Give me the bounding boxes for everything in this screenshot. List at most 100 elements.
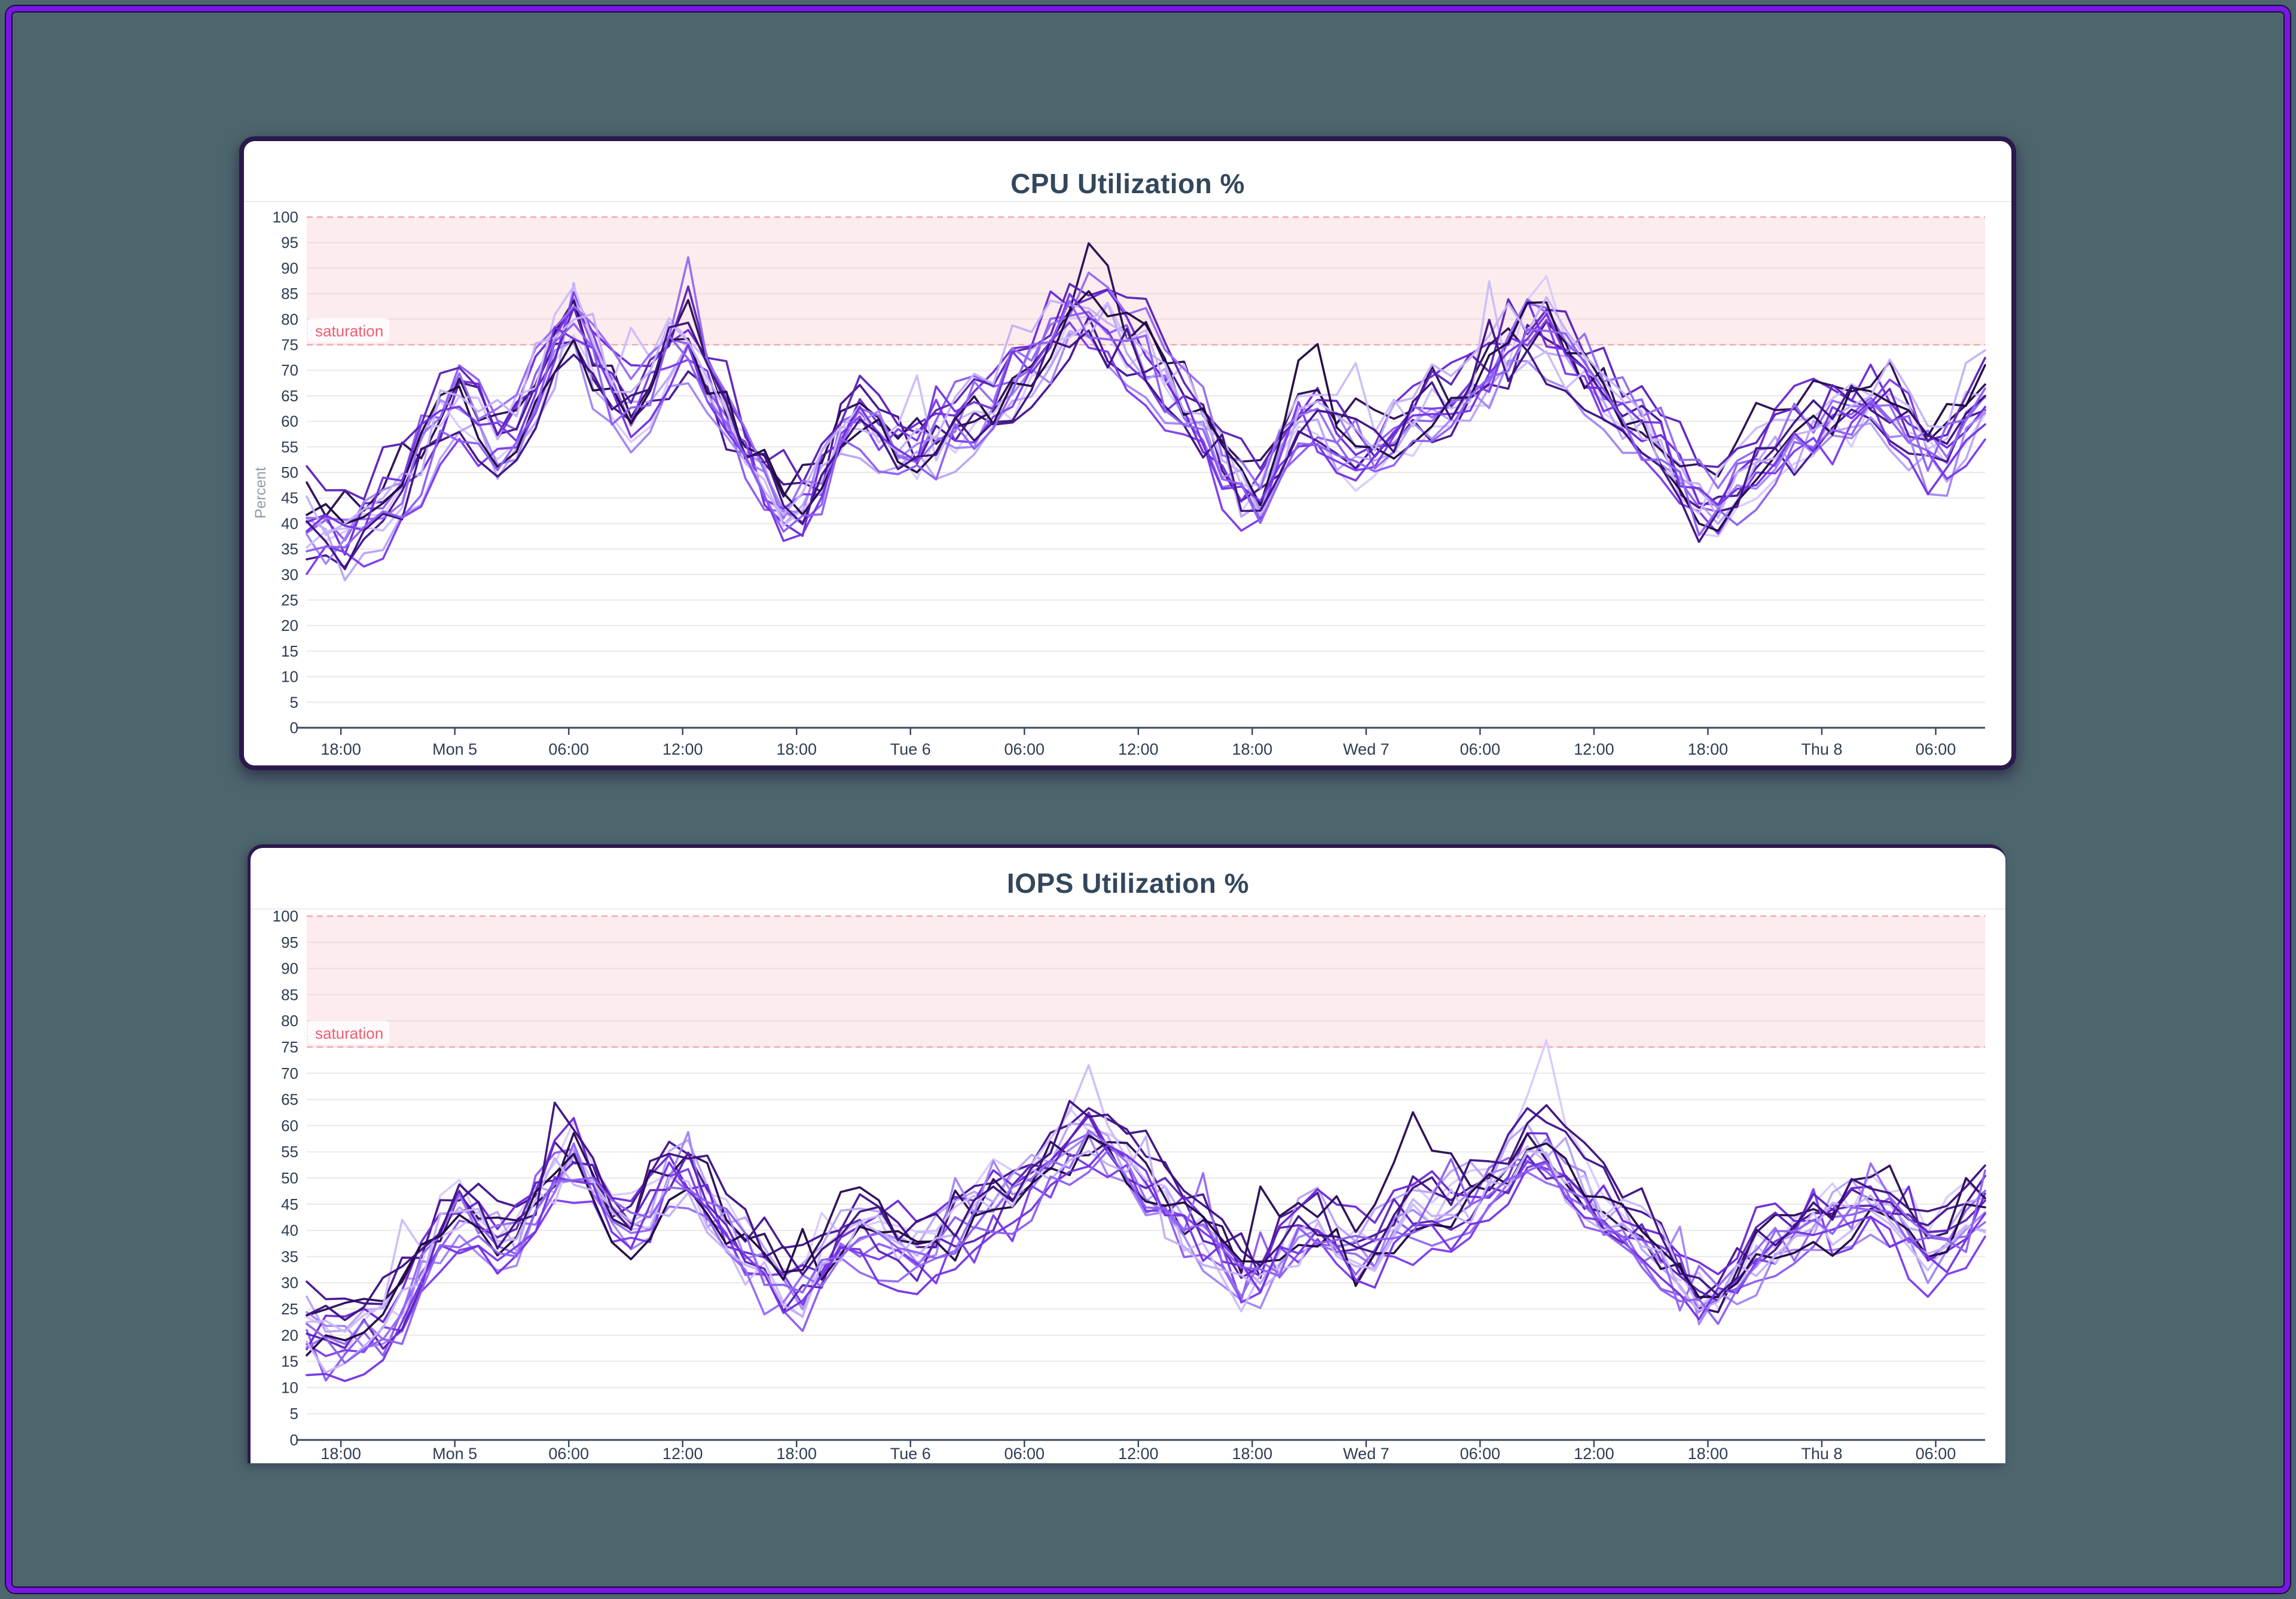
x-tick-label: 12:00 xyxy=(1574,1445,1614,1463)
series-line[interactable] xyxy=(306,1115,1986,1350)
y-tick-label: 50 xyxy=(281,1169,298,1187)
x-tick-label: 06:00 xyxy=(548,1445,589,1463)
x-tick-label: Wed 7 xyxy=(1343,1445,1390,1463)
y-tick-label: 45 xyxy=(281,489,298,507)
cpu-chart-svg[interactable]: saturation 0 5 10 15 20 25 30 35 40 45 50 55 60 65 70 75… xyxy=(244,141,2011,765)
y-tick-label: 20 xyxy=(281,617,298,634)
saturation-label-bg xyxy=(308,1021,389,1045)
y-tick-label: 100 xyxy=(273,208,298,226)
series-line[interactable] xyxy=(306,280,1986,549)
y-tick-label: 25 xyxy=(281,591,298,609)
series-line[interactable] xyxy=(306,1039,1986,1355)
x-tick-label: Mon 5 xyxy=(432,1445,477,1463)
y-tick-label: 60 xyxy=(281,413,298,431)
x-axis-labels: 18:00 Mon 5 06:00 12:00 18:00 Tue 6 06:00 12:00… xyxy=(320,728,1956,758)
y-tick-label: 55 xyxy=(281,438,298,456)
x-tick-label: 18:00 xyxy=(1688,740,1729,758)
y-tick-label: 100 xyxy=(273,907,298,925)
y-tick-label: 70 xyxy=(281,361,298,379)
gridlines xyxy=(307,941,1985,1415)
x-tick-label: 06:00 xyxy=(548,740,589,758)
cpu-utilization-card: CPU Utilization % saturation 0 5 10 15 20 25 30… xyxy=(239,136,2016,770)
y-tick-label: 5 xyxy=(290,1405,298,1423)
y-tick-label: 80 xyxy=(281,310,298,328)
saturation-label: saturation xyxy=(315,1024,383,1042)
y-tick-label: 85 xyxy=(281,985,298,1003)
series-line[interactable] xyxy=(306,1134,1986,1357)
x-tick-label: 12:00 xyxy=(1118,1445,1159,1463)
series-line[interactable] xyxy=(306,300,1986,553)
y-tick-label: 70 xyxy=(281,1064,298,1082)
series-lines xyxy=(306,242,1986,582)
saturation-band xyxy=(307,916,1985,1047)
y-tick-label: 80 xyxy=(281,1012,298,1030)
x-tick-label: 12:00 xyxy=(1118,740,1159,758)
x-tick-label: 06:00 xyxy=(1004,1445,1045,1463)
series-line[interactable] xyxy=(306,256,1986,521)
y-axis-labels: 0 5 10 15 20 25 30 35 40 45 50 55 60 65 70 75 80 85 90 95 10… xyxy=(273,907,298,1449)
y-tick-label: 40 xyxy=(281,514,298,532)
y-tick-label: 15 xyxy=(281,1353,298,1371)
x-tick-label: Thu 8 xyxy=(1801,1445,1842,1463)
x-tick-label: 18:00 xyxy=(776,740,817,758)
series-line[interactable] xyxy=(306,1131,1986,1349)
y-tick-label: 35 xyxy=(281,1247,298,1265)
y-tick-label: 0 xyxy=(290,1431,298,1449)
x-tick-label: 06:00 xyxy=(1460,740,1501,758)
y-tick-label: 25 xyxy=(281,1300,298,1318)
x-tick-label: 12:00 xyxy=(1574,740,1614,758)
iops-utilization-card: IOPS Utilization % saturation 0 5 10 15 20 25 3… xyxy=(248,844,2005,1463)
y-tick-label: 90 xyxy=(281,259,298,277)
series-line[interactable] xyxy=(306,1100,1986,1322)
y-tick-label: 15 xyxy=(281,642,298,660)
x-tick-label: 06:00 xyxy=(1004,740,1045,758)
x-tick-label: 18:00 xyxy=(1232,740,1273,758)
x-tick-label: 06:00 xyxy=(1916,740,1956,758)
series-line[interactable] xyxy=(306,1149,1986,1365)
y-tick-label: 35 xyxy=(281,540,298,558)
y-tick-label: 10 xyxy=(281,668,298,686)
y-tick-label: 65 xyxy=(281,1091,298,1109)
y-tick-label: 30 xyxy=(281,1274,298,1292)
saturation-label-bg xyxy=(308,318,389,343)
saturation-label: saturation xyxy=(315,322,383,340)
iops-chart-svg[interactable]: saturation 0 5 10 15 20 25 30 35 40 45 50 55 60 65 70 75… xyxy=(251,848,2005,1464)
y-tick-label: 10 xyxy=(281,1378,298,1396)
y-tick-label: 50 xyxy=(281,463,298,481)
y-tick-label: 30 xyxy=(281,566,298,584)
y-tick-label: 65 xyxy=(281,387,298,405)
y-tick-label: 85 xyxy=(281,285,298,303)
x-tick-label: 18:00 xyxy=(320,740,361,758)
x-tick-label: 12:00 xyxy=(662,740,703,758)
y-tick-label: 95 xyxy=(281,234,298,252)
series-line[interactable] xyxy=(306,1064,1986,1333)
y-tick-label: 5 xyxy=(290,693,298,711)
y-axis-labels: 0 5 10 15 20 25 30 35 40 45 50 55 60 65 70 75 80 85 90 95 10… xyxy=(273,208,298,737)
y-tick-label: 20 xyxy=(281,1326,298,1344)
x-tick-label: 18:00 xyxy=(1232,1445,1273,1463)
y-tick-label: 75 xyxy=(281,1038,298,1056)
y-tick-label: 75 xyxy=(281,336,298,354)
y-tick-label: 95 xyxy=(281,933,298,951)
x-tick-label: 18:00 xyxy=(320,1445,361,1463)
x-tick-label: 18:00 xyxy=(776,1445,817,1463)
chart-title: CPU Utilization % xyxy=(1010,168,1245,199)
x-tick-label: Tue 6 xyxy=(890,1445,931,1463)
x-axis-labels: 18:00 Mon 5 06:00 12:00 18:00 Tue 6 06:00 12:00… xyxy=(320,1440,1956,1463)
series-lines xyxy=(306,1039,1986,1383)
y-tick-label: 55 xyxy=(281,1143,298,1161)
x-tick-label: 18:00 xyxy=(1688,1445,1729,1463)
x-tick-label: 06:00 xyxy=(1916,1445,1956,1463)
y-tick-label: 0 xyxy=(290,719,298,737)
y-tick-label: 40 xyxy=(281,1222,298,1240)
series-line[interactable] xyxy=(306,1111,1986,1351)
x-tick-label: Tue 6 xyxy=(890,740,931,758)
x-tick-label: 06:00 xyxy=(1460,1445,1501,1463)
x-tick-label: 12:00 xyxy=(662,1445,703,1463)
x-tick-label: Mon 5 xyxy=(432,740,477,758)
series-line[interactable] xyxy=(306,318,1986,570)
series-line[interactable] xyxy=(306,1129,1986,1348)
x-tick-label: Wed 7 xyxy=(1343,740,1390,758)
y-axis-title: Percent xyxy=(252,467,269,518)
y-tick-label: 90 xyxy=(281,960,298,978)
